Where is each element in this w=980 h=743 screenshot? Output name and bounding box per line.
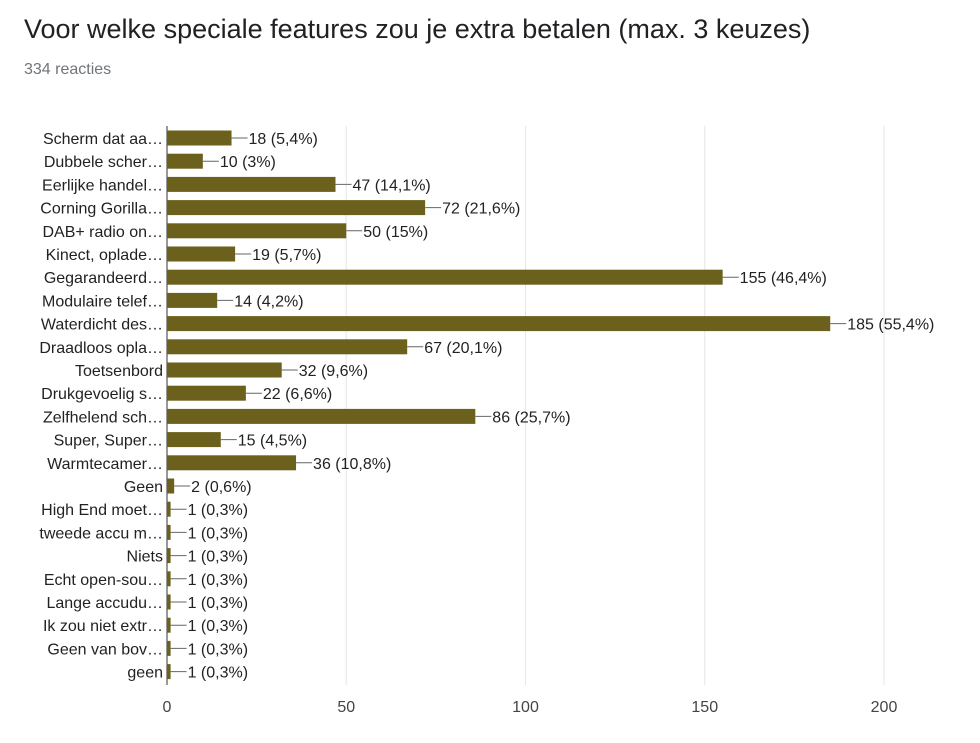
data-label: 67 (20,1%)	[424, 340, 502, 357]
x-tick-label: 150	[691, 699, 718, 716]
data-label: 155 (46,4%)	[740, 270, 827, 287]
x-tick-label: 100	[512, 699, 539, 716]
bar	[167, 640, 171, 656]
data-label: 1 (0,3%)	[188, 641, 248, 658]
data-label: 47 (14,1%)	[352, 177, 430, 194]
data-label: 1 (0,3%)	[188, 665, 248, 682]
category-label: tweede accu m…	[39, 525, 163, 542]
data-label: 15 (4,5%)	[238, 433, 307, 450]
category-label: Corning Gorilla…	[40, 201, 163, 218]
category-label: High End moet…	[41, 502, 163, 519]
category-label: Echt open-sou…	[44, 572, 163, 589]
x-tick-label: 50	[337, 699, 355, 716]
bar	[167, 223, 347, 239]
category-label: Super, Super…	[54, 433, 163, 450]
category-label: Eerlijke handel…	[42, 177, 163, 194]
category-label: Waterdicht des…	[41, 317, 163, 334]
bar	[167, 385, 246, 401]
category-label: Toetsenbord	[75, 363, 163, 380]
category-label: geen	[127, 665, 163, 682]
bar	[167, 617, 171, 633]
data-label: 86 (25,7%)	[492, 409, 570, 426]
category-label: DAB+ radio on…	[42, 224, 163, 241]
data-label: 32 (9,6%)	[299, 363, 368, 380]
data-label: 1 (0,3%)	[188, 572, 248, 589]
data-label: 2 (0,6%)	[191, 479, 251, 496]
data-label: 1 (0,3%)	[188, 618, 248, 635]
bar	[167, 200, 426, 216]
data-label: 72 (21,6%)	[442, 201, 520, 218]
data-label: 10 (3%)	[220, 154, 276, 171]
bar	[167, 594, 171, 610]
bar	[167, 571, 171, 587]
category-label: Warmtecamer…	[47, 456, 163, 473]
data-label: 50 (15%)	[363, 224, 428, 241]
bar	[167, 246, 236, 262]
bar	[167, 548, 171, 564]
category-label: Modulaire telef…	[42, 293, 163, 310]
category-label: Niets	[127, 549, 163, 566]
category-label: Gegarandeerd…	[44, 270, 163, 287]
category-label: Geen	[124, 479, 163, 496]
bar	[167, 292, 218, 308]
bar	[167, 408, 476, 424]
category-label: Zelfhelend sch…	[43, 409, 163, 426]
category-label: Dubbele scher…	[44, 154, 163, 171]
chart-bars	[167, 130, 831, 680]
data-label: 185 (55,4%)	[847, 317, 934, 334]
x-tick-label: 200	[871, 699, 898, 716]
bar	[167, 176, 336, 192]
category-label: Geen van bov…	[47, 641, 163, 658]
category-label: Draadloos opla…	[39, 340, 163, 357]
data-label: 1 (0,3%)	[188, 502, 248, 519]
category-label: Kinect, oplade…	[46, 247, 163, 264]
category-label: Drukgevoelig s…	[41, 386, 163, 403]
bar	[167, 432, 221, 448]
bar	[167, 524, 171, 540]
bar	[167, 339, 408, 355]
chart-labels: Scherm dat aa… 18 (5,4%) Dubbele scher… 10 …	[39, 131, 934, 682]
data-label: 18 (5,4%)	[249, 131, 318, 148]
chart-title: Voor welke speciale features zou je extr…	[24, 14, 811, 44]
data-label: 1 (0,3%)	[188, 549, 248, 566]
bar	[167, 664, 171, 680]
data-label: 36 (10,8%)	[313, 456, 391, 473]
category-label: Scherm dat aa…	[43, 131, 163, 148]
data-label: 1 (0,3%)	[188, 525, 248, 542]
bar	[167, 478, 175, 494]
x-axis-ticks: 0 50 100 150 200	[163, 699, 898, 716]
bar	[167, 130, 232, 146]
category-label: Ik zou niet extr…	[43, 618, 163, 635]
data-label: 22 (6,6%)	[263, 386, 332, 403]
data-label: 1 (0,3%)	[188, 595, 248, 612]
data-label: 14 (4,2%)	[234, 293, 303, 310]
chart-grid	[166, 126, 885, 685]
bar	[167, 269, 723, 285]
bar	[167, 316, 831, 332]
bar	[167, 455, 297, 471]
bar	[167, 153, 203, 169]
category-label: Lange accudu…	[46, 595, 163, 612]
response-count: 334 reacties	[24, 61, 112, 78]
bar	[167, 362, 282, 378]
x-tick-label: 0	[163, 699, 172, 716]
data-label: 19 (5,7%)	[252, 247, 321, 264]
bar	[167, 501, 171, 517]
